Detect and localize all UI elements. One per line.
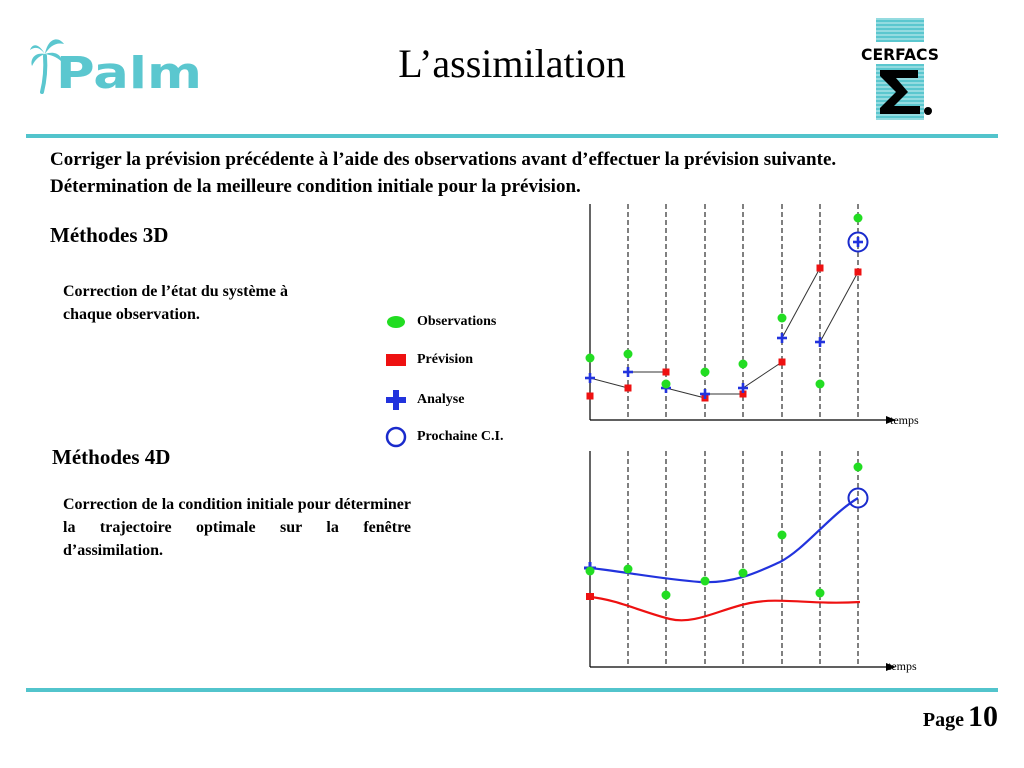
- diagram-3d-analysis-point: [853, 237, 863, 247]
- diagram-3d-prevision-point: [778, 358, 786, 366]
- slide-title: L’assimilation: [398, 41, 626, 86]
- methods-3d-description: Correction de l’état du système à chaque…: [63, 280, 288, 326]
- diagram-3d-analysis-point: [623, 367, 633, 377]
- page-label: Page: [922, 709, 964, 731]
- page-number-value: 10: [968, 700, 998, 733]
- diagram-3d-forecast-segment: [742, 361, 783, 389]
- legend-observation-marker: [387, 316, 405, 328]
- diagram-3d-forecast-segment: [665, 387, 706, 399]
- diagram-3d-observation-point: [623, 349, 633, 359]
- diagram-3d-observation-point: [700, 367, 710, 377]
- methods-3d-line-2: chaque observation.: [63, 306, 200, 323]
- intro-line-1: Corriger la prévision précédente à l’aid…: [50, 149, 837, 170]
- diagram-4d-observation-point: [738, 568, 748, 578]
- diagram-3d-prevision-point: [662, 368, 670, 376]
- diagram-4d-prevision-curve: [589, 595, 861, 622]
- cerfacs-logo-text: CERFACS: [861, 45, 939, 64]
- diagram-4d-observation-point: [661, 590, 671, 600]
- diagram-3d-forecast-segment: [781, 267, 821, 339]
- diagram-3d-forecast-segment: [589, 377, 629, 389]
- methods-3d-line-1: Correction de l’état du système à: [63, 283, 288, 300]
- legend: Observations Prévision Analyse Prochaine…: [382, 310, 542, 450]
- diagram-3d-next-ci-marker: [847, 231, 869, 253]
- legend-prevision-label: Prévision: [417, 352, 473, 367]
- methods-4d-description: Correction de la condition initiale pour…: [63, 496, 411, 559]
- legend-analyse-label: Analyse: [417, 392, 465, 407]
- palm-logo: Palm: [28, 28, 208, 103]
- palm-tree-icon: [30, 39, 64, 94]
- legend-next-ci-marker: [385, 426, 407, 448]
- cerfacs-logo: CERFACS: [858, 18, 942, 125]
- diagram-3d-prevision-point: [739, 390, 747, 398]
- legend-prochaine-ci-label: Prochaine C.I.: [417, 429, 504, 444]
- diagram-3d-analysis-point: [815, 337, 825, 347]
- legend-analyse-marker: [386, 390, 406, 410]
- diagram-3d-prevision-point: [854, 268, 862, 276]
- diagram-3d: temps: [560, 198, 940, 438]
- diagram-3d-observation-point: [585, 353, 595, 363]
- diagram-4d-observation-point: [777, 530, 787, 540]
- diagram-4d: temps: [560, 445, 940, 685]
- methods-4d-heading: Méthodes 4D: [52, 445, 171, 469]
- diagram-3d-analysis-point: [777, 333, 787, 343]
- diagram-3d-prevision-point: [816, 264, 824, 272]
- bottom-divider: [26, 688, 998, 692]
- diagram-4d-observation-point: [623, 564, 633, 574]
- diagram-3d-observation-point: [815, 379, 825, 389]
- sigma-icon: [880, 70, 920, 114]
- diagram-4d-time-arrow-icon: [886, 663, 896, 671]
- diagram-3d-prevision-point: [624, 384, 632, 392]
- diagram-3d-observation-point: [853, 213, 863, 223]
- methods-3d-heading: Méthodes 3D: [50, 223, 169, 247]
- diagram-4d-observation-point: [585, 566, 595, 576]
- intro-line-2: Détermination de la meilleure condition …: [50, 176, 581, 197]
- diagram-3d-analysis-point: [585, 373, 595, 383]
- diagram-3d-axis-label: temps: [890, 413, 919, 427]
- diagram-4d-axis-label: temps: [888, 659, 917, 673]
- top-divider: [26, 134, 998, 138]
- diagram-3d-analysis-point: [700, 389, 710, 399]
- diagram-3d-observation-point: [738, 359, 748, 369]
- palm-logo-text: Palm: [56, 48, 202, 98]
- page-number: Page 10: [923, 700, 998, 734]
- diagram-4d-next-ci-marker: [847, 487, 869, 509]
- diagram-4d-prevision-start: [586, 593, 594, 600]
- diagram-3d-prevision-point: [586, 392, 594, 400]
- diagram-3d-forecast-segment: [819, 271, 859, 343]
- legend-prevision-marker: [386, 354, 406, 366]
- diagram-3d-analysis-point: [738, 383, 748, 393]
- diagram-3d-time-arrow-icon: [886, 416, 896, 424]
- diagram-4d-observation-point: [815, 588, 825, 598]
- intro-text: Corriger la prévision précédente à l’aid…: [50, 146, 836, 200]
- diagram-3d-observation-point: [777, 313, 787, 323]
- legend-observations-label: Observations: [417, 314, 497, 329]
- diagram-4d-observation-point: [700, 576, 710, 586]
- diagram-3d-observation-point: [661, 379, 671, 389]
- diagram-4d-observation-point: [853, 462, 863, 472]
